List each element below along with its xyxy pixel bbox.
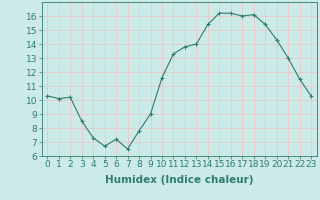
X-axis label: Humidex (Indice chaleur): Humidex (Indice chaleur) bbox=[105, 175, 253, 185]
